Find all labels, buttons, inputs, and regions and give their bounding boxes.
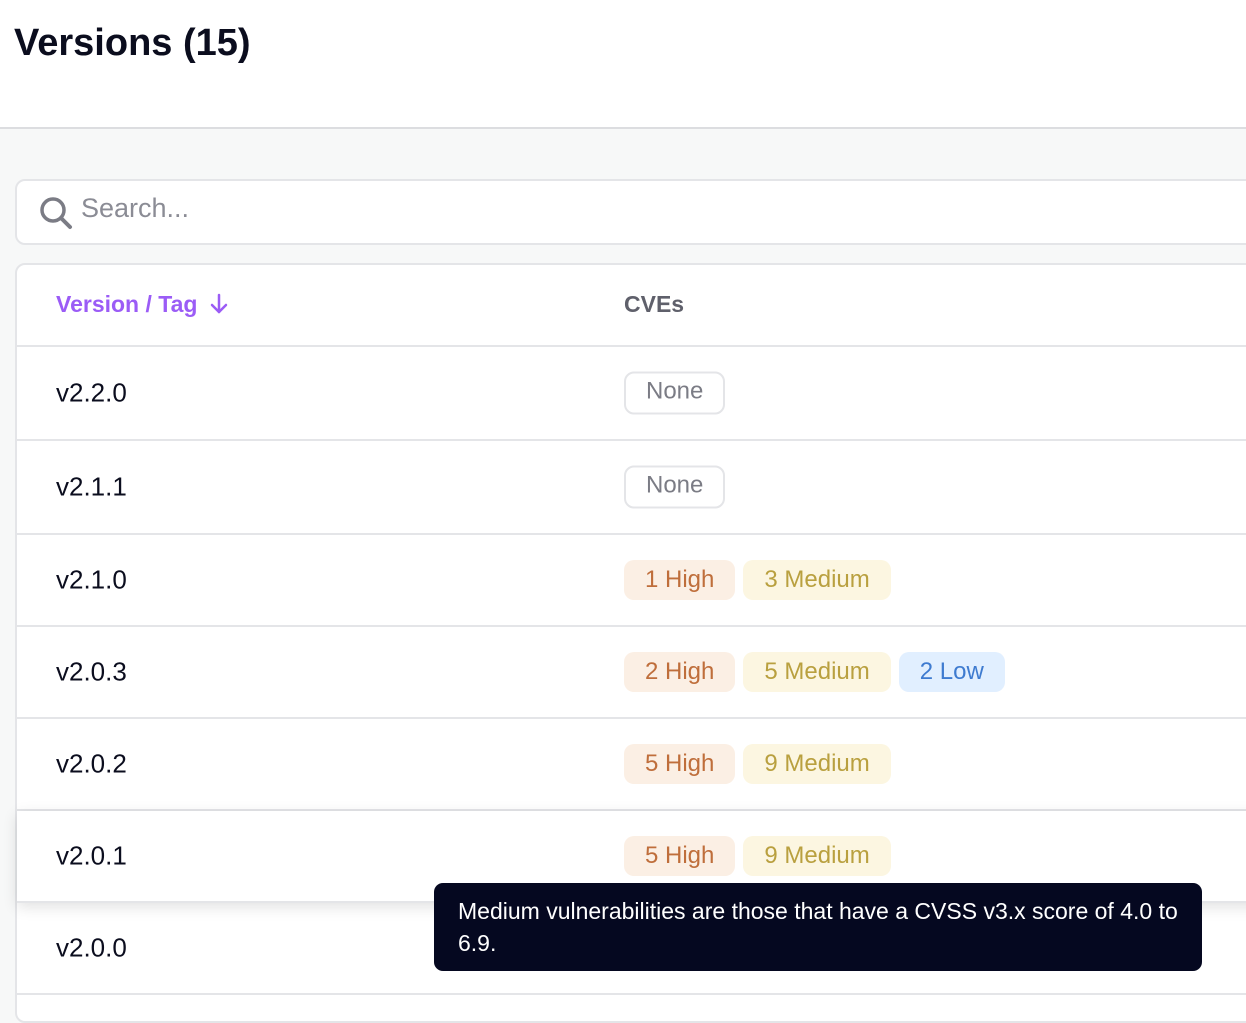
- cve-badges: 5 High 9 Medium: [624, 744, 891, 784]
- none-cve-badge[interactable]: None: [624, 371, 726, 415]
- tooltip: Medium vulnerabilities are those that ha…: [434, 883, 1202, 971]
- search-icon: [40, 197, 72, 229]
- none-cve-badge[interactable]: None: [624, 465, 726, 509]
- search-input[interactable]: [81, 193, 681, 224]
- search-box[interactable]: [15, 179, 1246, 245]
- version-column-label: Version / Tag: [56, 291, 198, 317]
- version-tag[interactable]: v2.0.1: [56, 840, 127, 871]
- cves-column-header: CVEs: [624, 291, 685, 317]
- cve-badges: None: [624, 465, 726, 509]
- table-row[interactable]: v2.0.2 5 High 9 Medium: [17, 719, 1246, 811]
- arrow-down-icon: [210, 293, 228, 314]
- cve-badges: None: [624, 371, 726, 415]
- version-tag[interactable]: v2.1.1: [56, 471, 127, 502]
- version-tag[interactable]: v2.0.0: [56, 932, 127, 963]
- low-cve-badge[interactable]: 2 Low: [898, 652, 1005, 692]
- table-row[interactable]: v2.1.0 1 High 3 Medium: [17, 535, 1246, 627]
- page-header: Versions (15): [0, 0, 1246, 129]
- cve-badges: 5 High 9 Medium: [624, 836, 891, 876]
- page-title: Versions (15): [14, 22, 251, 64]
- version-tag[interactable]: v2.0.3: [56, 656, 127, 687]
- table-row[interactable]: v2.0.3 2 High 5 Medium 2 Low: [17, 627, 1246, 719]
- high-cve-badge[interactable]: 5 High: [624, 836, 736, 876]
- medium-cve-badge[interactable]: 9 Medium: [743, 744, 891, 784]
- cve-badges: 1 High 3 Medium: [624, 560, 891, 600]
- table-row[interactable]: v2.1.1 None: [17, 441, 1246, 535]
- cve-badges: 2 High 5 Medium 2 Low: [624, 652, 1005, 692]
- medium-cve-badge[interactable]: 9 Medium: [743, 836, 891, 876]
- high-cve-badge[interactable]: 1 High: [624, 560, 736, 600]
- medium-cve-badge[interactable]: 5 Medium: [743, 652, 891, 692]
- version-tag[interactable]: v2.1.0: [56, 564, 127, 595]
- high-cve-badge[interactable]: 5 High: [624, 744, 736, 784]
- version-tag[interactable]: v2.0.2: [56, 748, 127, 779]
- version-tag[interactable]: v2.2.0: [56, 377, 127, 408]
- high-cve-badge[interactable]: 2 High: [624, 652, 736, 692]
- table-header: Version / Tag CVEs: [17, 265, 1246, 347]
- medium-cve-badge[interactable]: 3 Medium: [743, 560, 891, 600]
- version-column-header[interactable]: Version / Tag: [56, 291, 230, 318]
- table-row[interactable]: v2.2.0 None: [17, 347, 1246, 441]
